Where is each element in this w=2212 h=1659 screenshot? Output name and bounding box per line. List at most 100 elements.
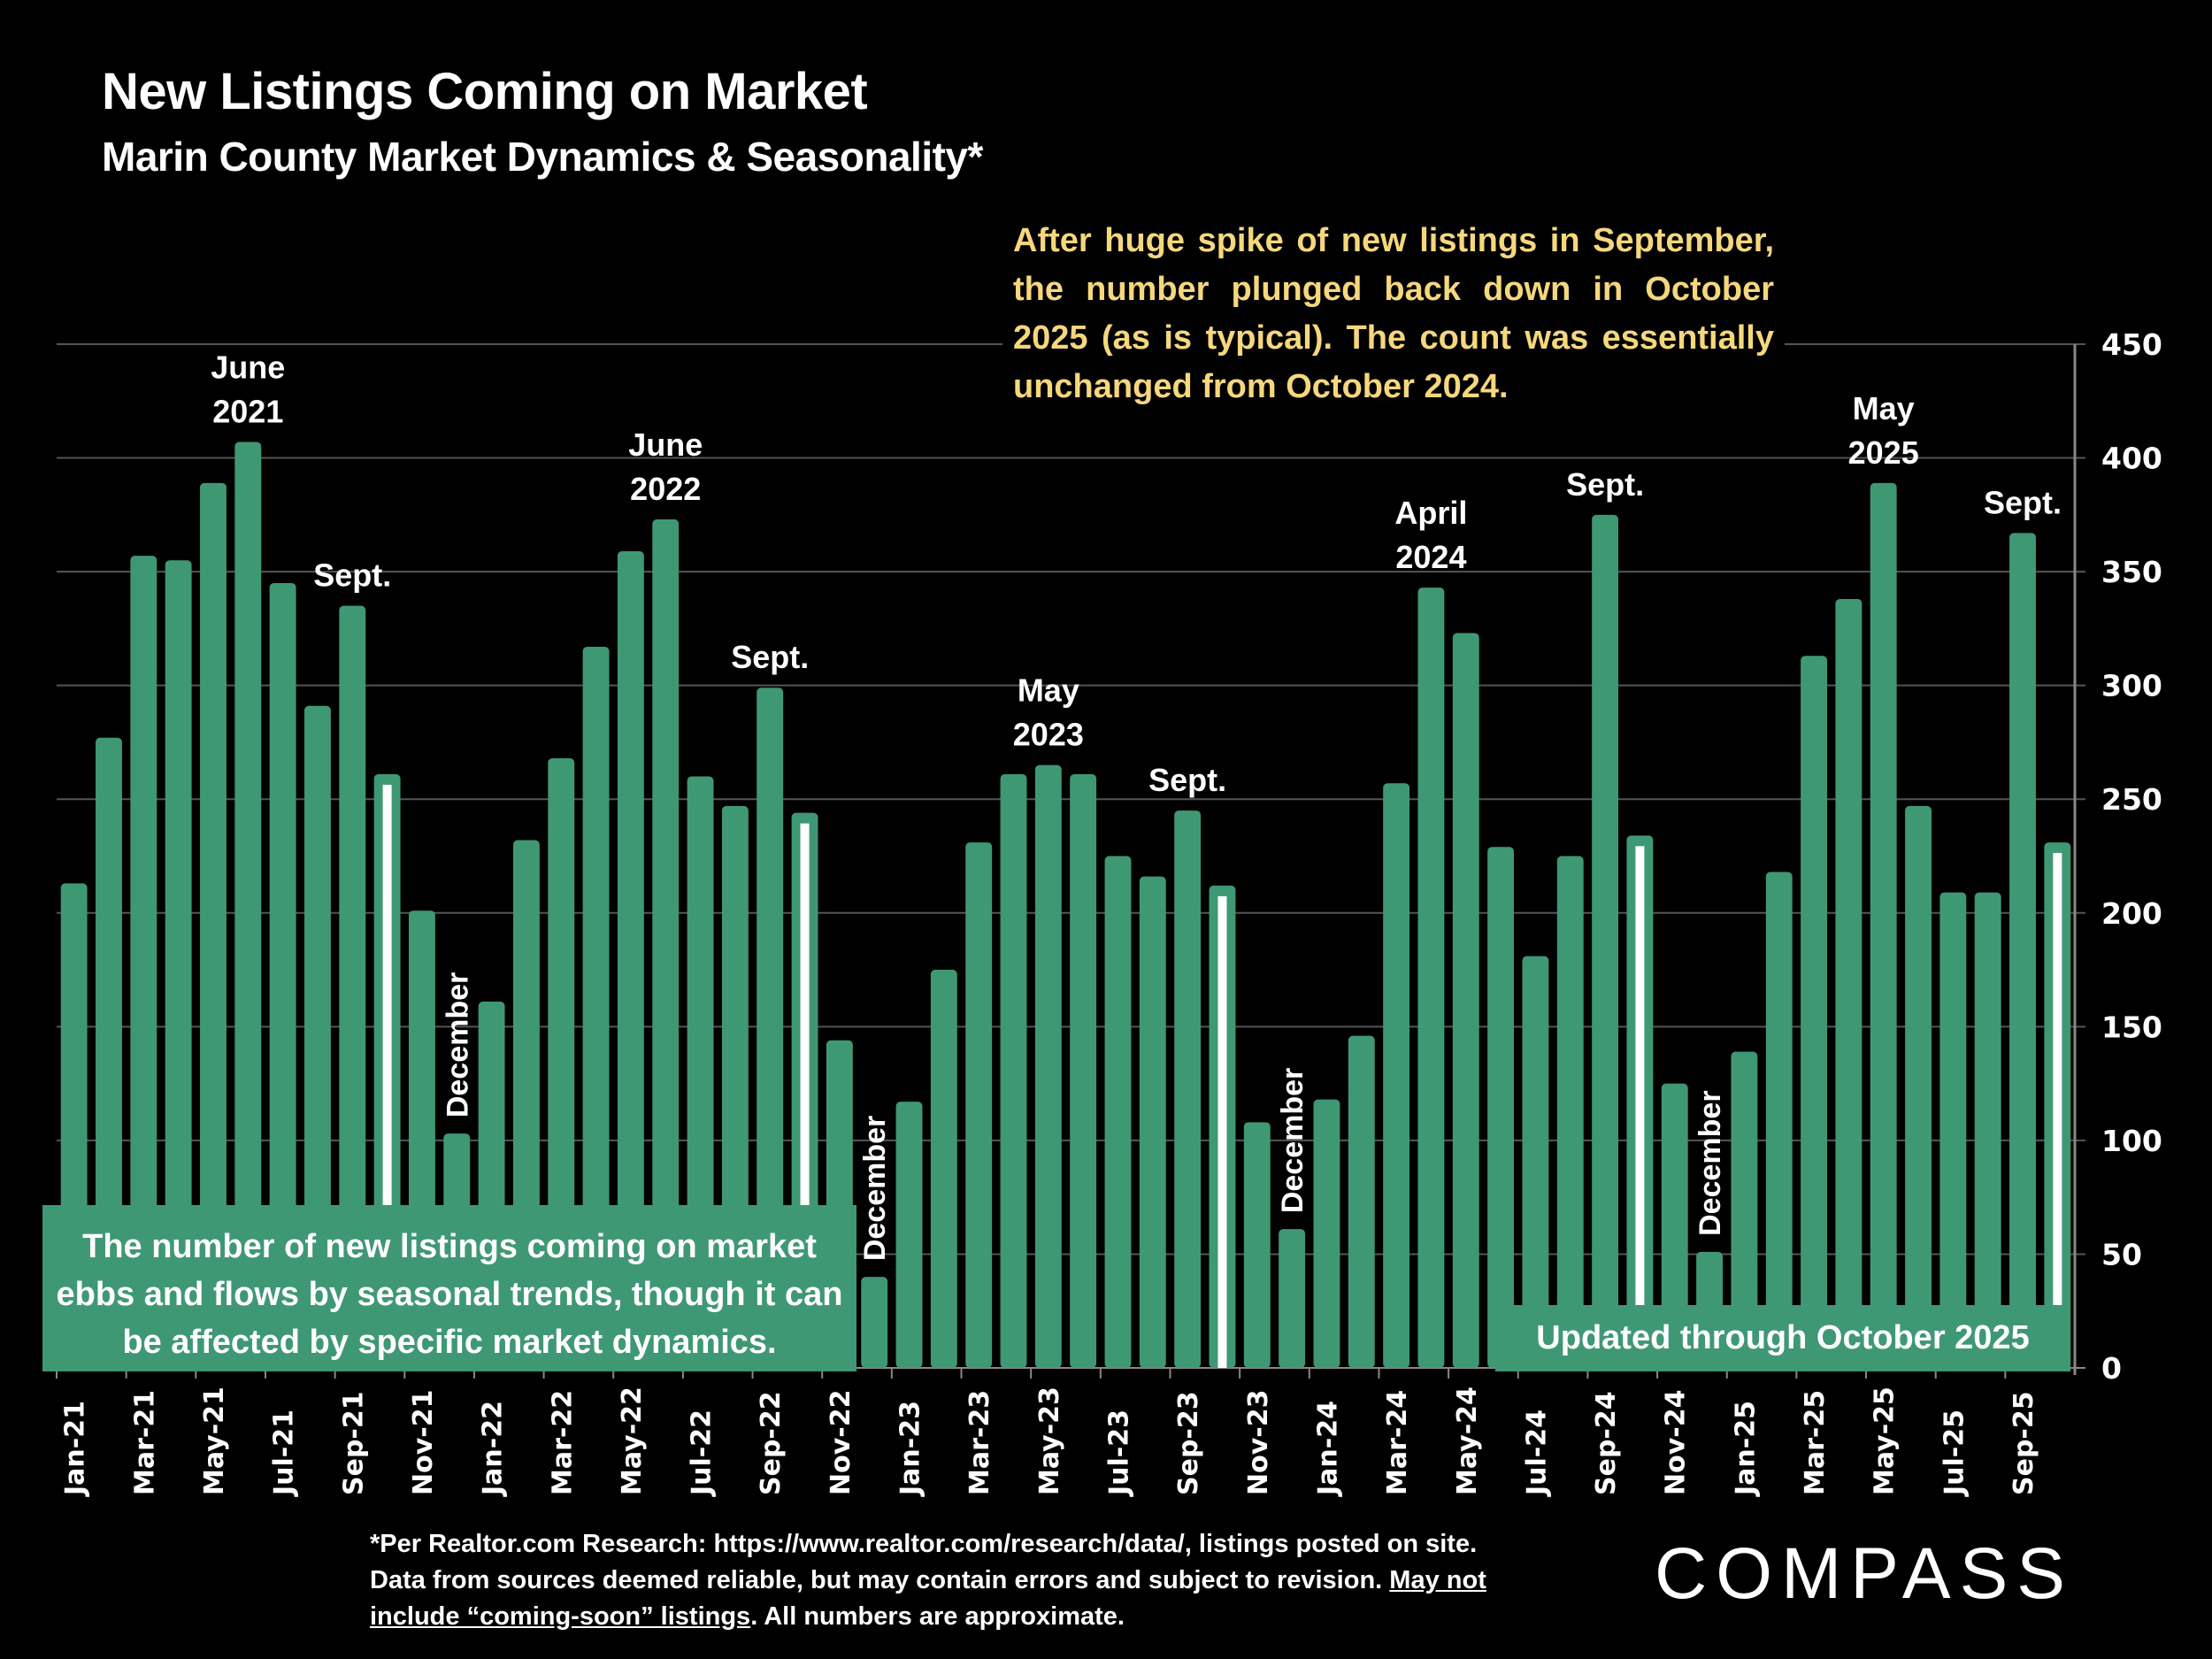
x-axis: Jan-21 Mar-21 May-21 Jul-21 Sep-21 Nov-21 Jan-… bbox=[56, 1368, 2039, 1497]
footnote-underlined: May not bbox=[1389, 1566, 1486, 1594]
x-tick-label: Mar-25 bbox=[1800, 1390, 1831, 1495]
y-tick-label: 200 bbox=[2101, 896, 2162, 931]
bar bbox=[1592, 514, 1619, 1368]
x-tick-label: Nov-22 bbox=[826, 1390, 856, 1495]
bar bbox=[2009, 533, 2036, 1368]
bar bbox=[1870, 482, 1897, 1368]
bar bbox=[1939, 892, 1967, 1368]
x-tick-label: Nov-23 bbox=[1243, 1390, 1274, 1495]
highlight-stripe bbox=[2053, 853, 2062, 1368]
x-tick-label: Nov-24 bbox=[1661, 1390, 1692, 1495]
footnote-text: Data from sources deemed reliable, but m… bbox=[370, 1566, 1390, 1594]
bar-annotation: 2022 bbox=[630, 471, 701, 507]
bar-annotation: December bbox=[858, 1116, 892, 1261]
bar bbox=[1383, 783, 1410, 1368]
bar bbox=[1313, 1099, 1340, 1368]
x-tick-label: May-21 bbox=[199, 1386, 230, 1495]
bar-annotation: 2021 bbox=[212, 394, 283, 430]
footnote-line-2: Data from sources deemed reliable, but m… bbox=[370, 1563, 1586, 1599]
bar-annotation: December bbox=[1276, 1068, 1310, 1213]
x-tick-label: Jul-24 bbox=[1521, 1409, 1552, 1497]
bar bbox=[1661, 1083, 1688, 1368]
bar-annotation: 2025 bbox=[1848, 434, 1919, 471]
x-tick-label: Jul-25 bbox=[1939, 1409, 1970, 1497]
x-tick-label: May-24 bbox=[1452, 1386, 1483, 1495]
bar-annotation: Sept. bbox=[313, 557, 391, 594]
bar bbox=[1905, 805, 1932, 1368]
bar bbox=[1522, 956, 1549, 1368]
updated-through-callout: Updated through October 2025 bbox=[1495, 1305, 2070, 1371]
footnote-underlined: include “coming-soon” listings bbox=[370, 1602, 751, 1631]
bar bbox=[965, 842, 993, 1368]
x-tick-label: Sep-25 bbox=[2008, 1391, 2039, 1495]
bar-annotations: June 2021 Sept. December June 2022 Sept. Decemb… bbox=[211, 349, 2062, 1262]
x-tick-label: Jul-22 bbox=[687, 1409, 718, 1497]
bar-annotation: December bbox=[441, 972, 474, 1118]
x-tick-label: Sep-23 bbox=[1173, 1391, 1204, 1495]
bar bbox=[339, 605, 366, 1368]
bar bbox=[757, 687, 784, 1368]
bar bbox=[582, 646, 610, 1368]
bar bbox=[652, 518, 680, 1368]
x-tick-label: Jan-25 bbox=[1730, 1401, 1761, 1497]
x-tick-label: Mar-23 bbox=[964, 1390, 995, 1495]
bar bbox=[1070, 773, 1097, 1368]
bar bbox=[165, 560, 192, 1368]
x-tick-label: Nov-21 bbox=[408, 1390, 439, 1495]
bar bbox=[1835, 598, 1863, 1368]
footnote-line-3: include “coming-soon” listings. All numb… bbox=[370, 1599, 1586, 1635]
bar-annotation: May bbox=[1018, 672, 1079, 709]
y-tick-label: 0 bbox=[2101, 1351, 2122, 1386]
bar-annotation: 2023 bbox=[1013, 717, 1084, 753]
bar bbox=[1279, 1229, 1306, 1368]
y-tick-label: 350 bbox=[2101, 555, 2162, 589]
y-tick-label: 300 bbox=[2101, 669, 2162, 703]
x-tick-label: Jan-22 bbox=[478, 1401, 509, 1497]
x-tick-label: May-23 bbox=[1034, 1386, 1065, 1495]
bar bbox=[1000, 773, 1027, 1368]
chart-subtitle: Marin County Market Dynamics & Seasonali… bbox=[102, 134, 983, 180]
x-tick-label: Mar-24 bbox=[1382, 1390, 1413, 1495]
y-tick-label: 100 bbox=[2101, 1124, 2162, 1158]
y-tick-label: 250 bbox=[2101, 782, 2162, 817]
bar bbox=[1801, 656, 1827, 1368]
bar bbox=[1765, 872, 1793, 1368]
highlight-stripe bbox=[382, 784, 392, 1368]
x-tick-label: Mar-22 bbox=[547, 1390, 578, 1495]
bar bbox=[130, 556, 157, 1368]
bar-annotation: Sept. bbox=[731, 639, 809, 675]
bar bbox=[1348, 1035, 1375, 1368]
highlight-stripe bbox=[1635, 846, 1645, 1368]
bar-annotation: Sept. bbox=[1566, 466, 1644, 503]
compass-logo: COMPASS bbox=[1655, 1533, 2074, 1614]
bar bbox=[1104, 856, 1132, 1368]
x-tick-label: Jul-21 bbox=[269, 1409, 300, 1497]
bar bbox=[1487, 847, 1515, 1368]
bar bbox=[1139, 876, 1166, 1368]
bar bbox=[269, 582, 296, 1368]
x-tick-label: Jul-23 bbox=[1103, 1409, 1134, 1497]
top-note: After huge spike of new listings in Sept… bbox=[1002, 217, 1785, 411]
x-tick-label: May-22 bbox=[617, 1386, 648, 1495]
bar bbox=[234, 442, 262, 1369]
y-tick-label: 50 bbox=[2101, 1237, 2142, 1271]
highlight-stripe bbox=[800, 823, 810, 1368]
bar bbox=[1174, 810, 1202, 1368]
bar-annotation: Sept. bbox=[1148, 762, 1226, 798]
x-tick-label: Jan-21 bbox=[60, 1401, 91, 1497]
x-tick-label: Jan-24 bbox=[1312, 1401, 1343, 1497]
bar bbox=[930, 970, 957, 1368]
y-tick-label: 150 bbox=[2101, 1010, 2162, 1044]
bar bbox=[1243, 1122, 1271, 1368]
bar bbox=[895, 1102, 923, 1368]
bar-annotation: April bbox=[1394, 495, 1467, 531]
bar-annotation: Sept. bbox=[1984, 484, 2062, 520]
bar-annotation: 2024 bbox=[1395, 539, 1466, 575]
bar bbox=[200, 482, 227, 1368]
bar-annotation: June bbox=[211, 349, 285, 386]
highlight-stripe bbox=[1217, 895, 1227, 1368]
x-tick-label: Jan-23 bbox=[895, 1401, 926, 1497]
bar bbox=[1731, 1051, 1758, 1368]
footnote: *Per Realtor.com Research: https://www.r… bbox=[370, 1526, 1586, 1635]
